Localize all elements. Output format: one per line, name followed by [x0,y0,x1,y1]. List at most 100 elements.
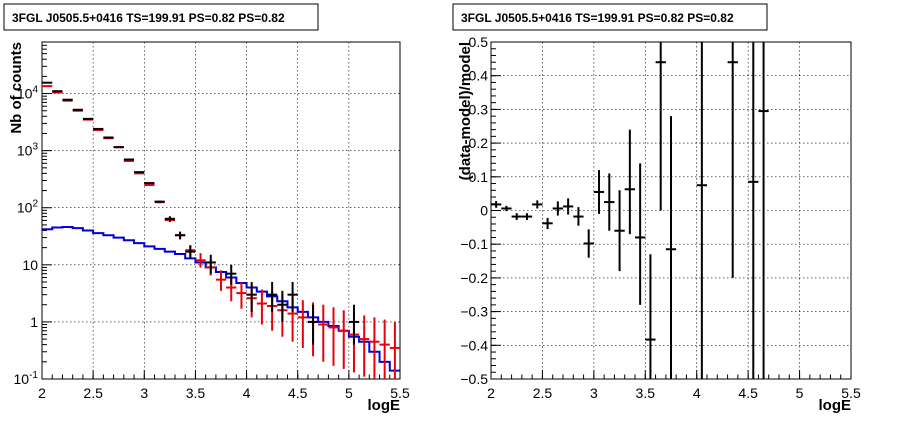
right-residual-errorbar [563,198,574,215]
right-y-tick-label: 0.5 [469,34,489,50]
left-model-errorbar [195,253,206,268]
left-grid [42,42,400,379]
right-x-tick-label: 5.5 [841,385,861,401]
right-chart-panel: 2 2.5 3 3.5 4 4.5 5 5.5 −0.5 −0.4 −0.3 −0.2 −0.1 0 0.1… [452,3,861,414]
left-y-tick-label: 102 [17,199,39,216]
right-x-tick-label: 2.5 [533,385,553,401]
left-data-errorbar [287,282,298,312]
right-residual-errorbar [748,42,759,379]
left-data-errorbar [82,117,94,120]
left-data-errorbar [144,182,155,185]
right-marks [491,42,769,379]
right-y-tick-label: 0.3 [469,101,489,117]
right-y-tick-label: 0.2 [469,135,489,151]
right-y-tick-label: 0 [480,203,488,219]
left-y-axis-label: Nb of counts [8,42,25,134]
left-data-errorbar [103,136,114,139]
right-x-tick-label: 5 [796,385,804,401]
right-x-tick-label: 3.5 [636,385,656,401]
right-residual-errorbar [573,207,584,226]
left-model-errorbar [236,282,247,309]
left-data-errorbar [277,290,288,322]
left-marks [42,81,400,379]
left-x-tick-label: 2.5 [83,385,103,401]
right-residual-errorbar [552,201,563,216]
right-residual-errorbar [593,170,605,214]
right-x-tick-label: 3 [590,385,598,401]
right-y-tick-label: 0.4 [469,68,489,84]
right-y-axis-label: (data-model)/model [457,42,474,180]
left-y-tick-label: 1 [30,314,38,330]
right-residual-errorbar [758,42,769,379]
left-data-errorbar [205,254,216,274]
right-chart-title: 3FGL J0505.5+0416 TS=199.91 PS=0.82 PS=0… [461,11,734,25]
left-model-errorbar [328,307,339,366]
right-residual-errorbar [696,42,707,379]
right-residual-errorbar [604,173,615,231]
right-residual-errorbar [614,190,625,272]
right-residual-errorbar [645,254,656,379]
left-title-box [3,3,319,31]
left-data-errorbar [93,127,104,130]
left-y-tick-label: 10 [22,257,38,273]
left-model-errorbar [134,172,145,175]
left-y-tick-label: 10-1 [14,370,39,387]
left-model-errorbar [215,270,227,291]
left-data-errorbar [185,245,196,259]
right-axes: 2 2.5 3 3.5 4 4.5 5 5.5 −0.5 −0.4 −0.3 −0.2 −0.1 0 0.1… [460,34,861,401]
right-residual-errorbar [655,42,666,211]
right-x-tick-label: 4 [693,385,701,401]
right-y-tick-label: −0.4 [460,337,488,353]
left-x-tick-label: 5 [345,385,353,401]
left-data-errorbar [267,282,278,312]
left-y-tick-label: 103 [17,142,39,159]
right-residual-errorbar [665,116,677,379]
right-residual-errorbar [727,42,738,278]
left-model-errorbar [144,184,155,187]
right-residual-errorbar [635,163,646,305]
left-chart-title: 3FGL J0505.5+0416 TS=199.91 PS=0.82 PS=0… [12,11,285,25]
right-x-tick-label: 4.5 [738,385,758,401]
right-title-box [452,3,768,31]
right-residual-errorbar [624,129,635,235]
left-model-errorbar [369,317,380,379]
right-y-tick-label: −0.2 [460,270,488,286]
left-data-errorbar [246,282,257,312]
left-x-tick-label: 3 [140,385,148,401]
right-residual-errorbar [501,205,512,212]
left-x-tick-label: 2 [38,385,46,401]
right-residual-errorbar [521,213,533,220]
right-y-tick-label: −0.1 [460,236,488,252]
left-data-errorbar [307,304,319,345]
left-data-errorbar [134,171,145,174]
left-data-errorbar [164,216,175,222]
left-x-tick-label: 4 [243,385,251,401]
left-model-errorbar [389,321,400,379]
left-x-tick-label: 5.5 [390,385,410,401]
left-model-errorbar [297,300,308,348]
left-plot-frame [41,41,401,380]
right-residual-errorbar [542,217,553,230]
left-data-errorbar [226,264,237,285]
left-model-errorbar [359,315,370,377]
right-x-axis-label: logE [819,397,852,414]
left-data-errorbar [348,304,360,345]
right-residual-errorbar [511,213,522,220]
left-model-errorbar [256,289,268,325]
left-x-axis-label: logE [368,397,401,414]
right-y-tick-label: 0.1 [469,169,489,185]
right-residual-errorbar [583,229,594,258]
left-x-tick-label: 3.5 [186,385,206,401]
left-data-errorbar [174,231,186,240]
right-y-tick-label: −0.3 [460,304,488,320]
left-data-errorbar [113,146,124,149]
left-model-errorbar [338,310,349,369]
left-model-errorbar [318,304,329,362]
right-residual-errorbar [491,201,502,208]
left-data-errorbar [123,158,135,161]
left-x-tick-label: 4.5 [288,385,308,401]
left-data-errorbar [154,200,165,203]
right-x-tick-label: 2 [487,385,495,401]
